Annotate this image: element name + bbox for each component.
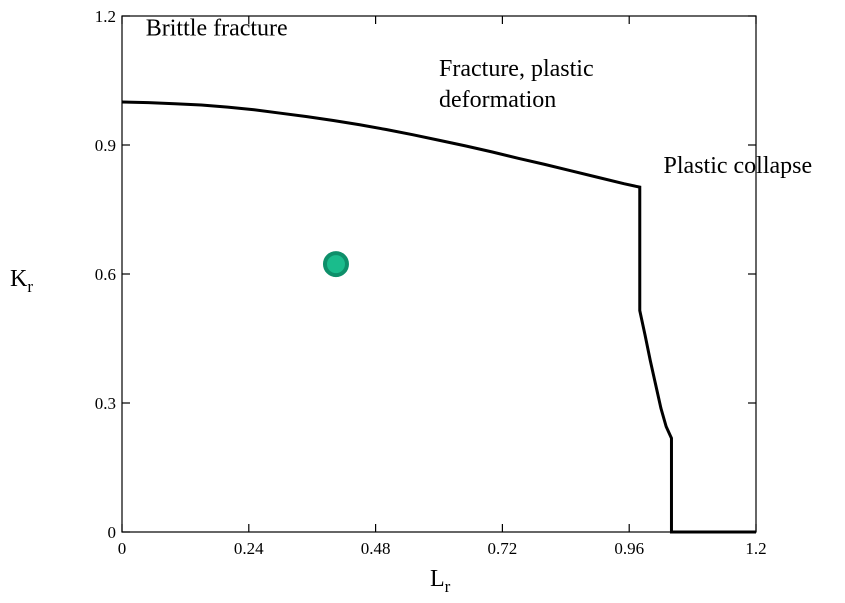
region-label-line: Brittle fracture [146, 15, 288, 41]
failure-assessment-curve [121, 100, 756, 534]
region-label: Brittle fracture [146, 15, 288, 41]
region-label: Plastic collapse [664, 153, 813, 179]
y-tick-label: 1.2 [95, 7, 116, 26]
x-tick-label: 0.72 [488, 539, 518, 558]
assessment-point [322, 251, 349, 278]
points-layer [322, 251, 349, 278]
region-annotations: Brittle fracture Fracture, plastic deforma… [146, 15, 812, 179]
x-tick-label: 0.24 [234, 539, 264, 558]
series-layer [121, 100, 756, 534]
y-axis-title-subscript: r [27, 277, 33, 296]
tick-labels: 0 0.24 0.48 0.72 0.96 1.2 0 0.3 0.6 0.9 1.2 [95, 7, 767, 558]
y-axis-title: Kr [10, 266, 33, 296]
x-tick-label: 0 [118, 539, 127, 558]
region-label-line: Fracture, plastic [439, 56, 594, 82]
x-tick-label: 0.48 [361, 539, 391, 558]
y-tick-label: 0.9 [95, 136, 116, 155]
region-label: Fracture, plastic deformation [439, 56, 594, 113]
x-axis-title: Lr [430, 566, 451, 596]
plot-frame [121, 15, 757, 533]
region-label-line: Plastic collapse [664, 153, 813, 179]
y-tick-label: 0.6 [95, 265, 116, 284]
x-axis-title-subscript: r [445, 577, 451, 596]
x-axis-title-main: L [430, 566, 445, 592]
y-axis-title-main: K [10, 266, 28, 292]
x-tick-label: 1.2 [745, 539, 766, 558]
x-tick-label: 0.96 [614, 539, 644, 558]
y-tick-label: 0 [108, 523, 117, 542]
region-label-line: deformation [439, 87, 556, 113]
y-tick-label: 0.3 [95, 394, 116, 413]
